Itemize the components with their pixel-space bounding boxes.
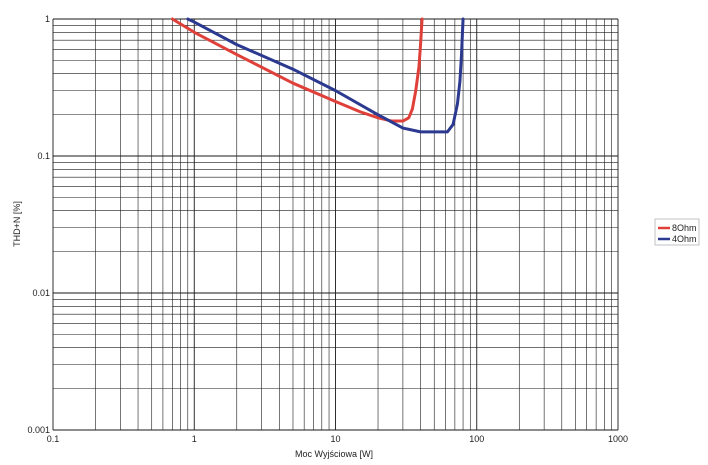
x-axis-label: Moc Wyjściowa [W] bbox=[295, 449, 373, 459]
y-tick-label: 0.001 bbox=[27, 425, 50, 435]
x-tick-label: 1000 bbox=[608, 434, 628, 444]
legend-label-4ohm: 4Ohm bbox=[672, 234, 697, 244]
series-line-4ohm bbox=[186, 17, 465, 134]
legend: 8Ohm 4Ohm bbox=[654, 218, 700, 246]
y-tick-label: 0.01 bbox=[32, 288, 50, 298]
x-tick-label: 100 bbox=[469, 434, 484, 444]
grid bbox=[52, 18, 619, 431]
legend-box bbox=[654, 218, 700, 246]
x-tick-label: 1 bbox=[192, 434, 197, 444]
legend-label-8ohm: 8Ohm bbox=[672, 223, 697, 233]
y-tick-label: 1 bbox=[45, 14, 50, 24]
series-lines bbox=[170, 17, 465, 134]
y-tick-label: 0.1 bbox=[37, 151, 50, 161]
tick-labels: 0.1 1 10 100 1000 0.001 0.01 0.1 1 bbox=[27, 14, 628, 444]
x-tick-label: 10 bbox=[330, 434, 340, 444]
x-tick-label: 0.1 bbox=[47, 434, 60, 444]
y-axis-label: THD+N [%] bbox=[12, 201, 22, 247]
